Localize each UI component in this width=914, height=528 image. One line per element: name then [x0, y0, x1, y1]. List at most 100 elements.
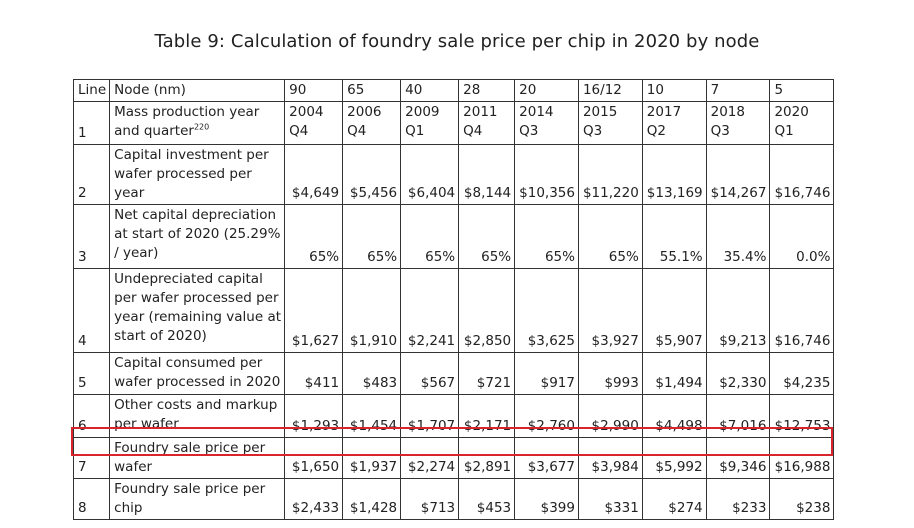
cell-value: $16,746 [769, 268, 835, 353]
cell-year: 2004 [289, 104, 324, 120]
table-row: 4 Undepreciated capital per wafer process… [72, 268, 835, 353]
cell-value: $1,910 [342, 268, 402, 353]
cell-value: $5,456 [342, 144, 402, 205]
cell-value: $411 [284, 352, 344, 395]
header-node: Node (nm) [109, 79, 286, 102]
row-label-text: Undepreciated capital per wafer processe… [114, 271, 282, 344]
row-label-text: Other costs and markup per wafer [114, 397, 278, 432]
cell-value: $483 [342, 352, 402, 395]
header-node-value: 40 [400, 79, 460, 102]
cell-year-quarter: 2015 Q3 [577, 101, 643, 145]
row-label-text: Foundry sale price per wafer [114, 440, 266, 475]
table-row: 7 Foundry sale price per wafer $1,650 $1,93… [72, 437, 835, 479]
cell-value: 65% [458, 204, 516, 269]
footnote-ref: 220 [193, 122, 210, 132]
row-label: Foundry sale price per chip [109, 478, 286, 520]
cell-year: 2015 [582, 104, 618, 120]
table-row: 8 Foundry sale price per chip $2,433 $1,428… [72, 478, 835, 520]
header-line: Line [72, 79, 111, 102]
header-node-value: 65 [342, 79, 402, 102]
cell-value: $453 [458, 478, 516, 520]
header-node-value: 5 [769, 79, 835, 102]
cell-value: 65% [400, 204, 460, 269]
header-node-value: 7 [705, 79, 771, 102]
cell-value: $6,404 [400, 144, 460, 205]
cell-value: 65% [577, 204, 643, 269]
cell-year-quarter: 2011 Q4 [458, 101, 516, 145]
table-title: Table 9: Calculation of foundry sale pri… [154, 31, 760, 52]
cell-value: $10,356 [514, 144, 579, 205]
table-row: 5 Capital consumed per wafer processed in… [72, 352, 835, 395]
table-row: 2 Capital investment per wafer processed … [72, 144, 835, 205]
cell-quarter: Q3 [710, 123, 730, 139]
cell-value: $721 [458, 352, 516, 395]
line-number: 4 [72, 268, 111, 353]
cell-value: $1,454 [342, 394, 402, 438]
cell-value: $713 [400, 478, 460, 520]
row-label: Other costs and markup per wafer [109, 394, 286, 438]
line-number: 1 [72, 101, 111, 145]
cell-quarter: Q1 [405, 123, 425, 139]
cell-value: $5,992 [641, 437, 707, 479]
cell-year-quarter: 2006 Q4 [342, 101, 402, 145]
cell-value: $2,171 [458, 394, 516, 438]
cell-value: $1,494 [641, 352, 707, 395]
cell-year-quarter: 2004 Q4 [284, 101, 344, 145]
cell-year: 2006 [347, 104, 382, 120]
price-table: Line Node (nm) 90 65 40 28 20 16/12 10 7… [72, 79, 835, 520]
cell-value: $233 [705, 478, 771, 520]
cell-year: 2020 [774, 104, 809, 120]
row-label-text: Capital investment per wafer processed p… [114, 147, 269, 201]
line-number: 5 [72, 352, 111, 395]
cell-value: $1,707 [400, 394, 460, 438]
cell-value: $567 [400, 352, 460, 395]
cell-value: $993 [577, 352, 643, 395]
row-label-text: Mass production year and quarter [114, 104, 260, 139]
table-row: 1 Mass production year and quarter220 2004… [72, 101, 835, 145]
row-label: Undepreciated capital per wafer processe… [109, 268, 286, 353]
cell-value: $13,169 [641, 144, 707, 205]
row-label-text: Capital consumed per wafer processed in … [114, 355, 281, 390]
cell-value: $4,235 [769, 352, 835, 395]
cell-year: 2009 [405, 104, 440, 120]
table-row: 6 Other costs and markup per wafer $1,293 $… [72, 394, 835, 438]
cell-value: $12,753 [769, 394, 835, 438]
cell-value: 65% [514, 204, 579, 269]
row-label-text: Net capital depreciation at start of 202… [114, 207, 281, 261]
cell-value: 35.4% [705, 204, 771, 269]
cell-value: $1,650 [284, 437, 344, 479]
cell-value: $3,927 [577, 268, 643, 353]
cell-quarter: Q4 [347, 123, 367, 139]
cell-value: $2,891 [458, 437, 516, 479]
header-node-value: 90 [284, 79, 344, 102]
cell-year: 2014 [519, 104, 554, 120]
line-number: 2 [72, 144, 111, 205]
cell-value: $1,428 [342, 478, 402, 520]
cell-value: $4,649 [284, 144, 344, 205]
cell-year-quarter: 2017 Q2 [641, 101, 707, 145]
line-number: 7 [72, 437, 111, 479]
cell-value: $2,433 [284, 478, 344, 520]
cell-value: $3,625 [514, 268, 579, 353]
cell-quarter: Q3 [582, 123, 603, 139]
cell-quarter: Q1 [774, 123, 794, 139]
table-body: Line Node (nm) 90 65 40 28 20 16/12 10 7… [72, 79, 835, 520]
cell-value: $2,760 [514, 394, 579, 438]
cell-value: $917 [514, 352, 579, 395]
cell-value: $14,267 [705, 144, 771, 205]
header-node-value: 20 [514, 79, 579, 102]
cell-value: $1,293 [284, 394, 344, 438]
cell-quarter: Q3 [519, 123, 539, 139]
cell-value: $2,330 [705, 352, 771, 395]
cell-value: $5,907 [641, 268, 707, 353]
cell-value: 65% [284, 204, 344, 269]
header-row: Line Node (nm) 90 65 40 28 20 16/12 10 7… [72, 79, 835, 102]
cell-value: $16,988 [769, 437, 835, 479]
cell-value: $3,984 [577, 437, 643, 479]
cell-quarter: Q4 [463, 123, 483, 139]
header-node-value: 10 [641, 79, 707, 102]
line-number: 8 [72, 478, 111, 520]
cell-year: 2011 [463, 104, 498, 120]
row-label: Capital investment per wafer processed p… [109, 144, 286, 205]
row-label: Net capital depreciation at start of 202… [109, 204, 286, 269]
